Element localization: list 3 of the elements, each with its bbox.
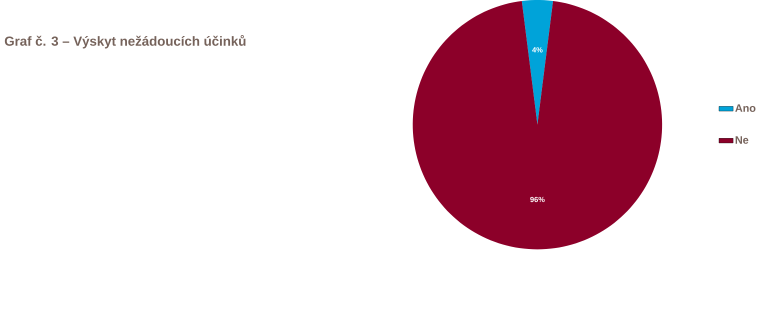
legend-label: Ano <box>735 104 756 112</box>
legend-label: Ne <box>736 136 748 144</box>
text: Graf č. 3 – Výskyt nežádoucích účinků <box>4 35 246 49</box>
